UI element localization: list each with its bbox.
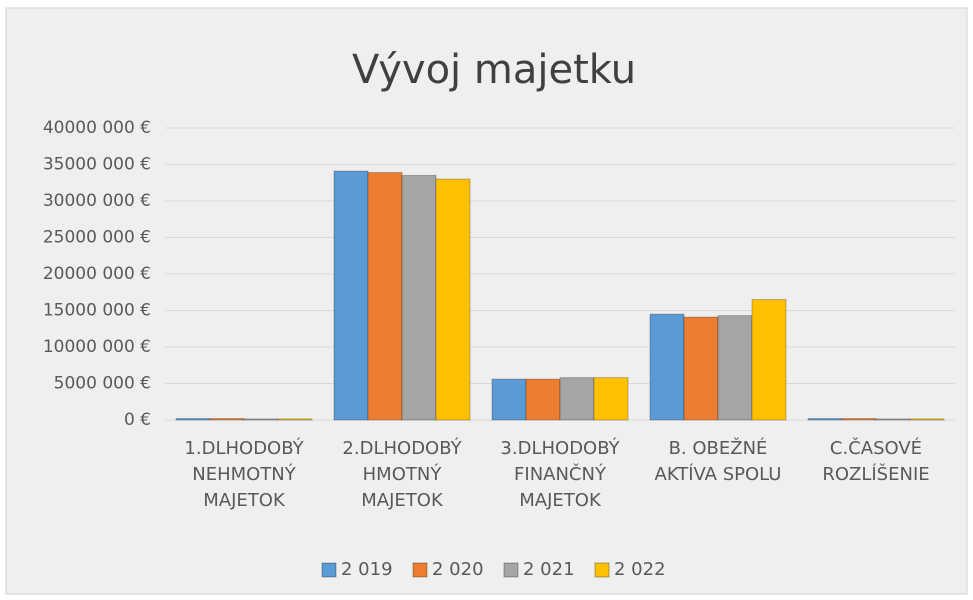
legend-label: 2 019 — [341, 559, 393, 580]
x-tick-label: B. OBEŽNÉ AKTÍVA SPOLU — [654, 438, 782, 485]
bar — [649, 313, 685, 421]
legend-label: 2 022 — [614, 559, 666, 580]
y-tick-label: 15000 000 € — [43, 301, 151, 321]
bar — [525, 378, 561, 421]
x-tick-label: 3.DLHODOBÝ FINANČNÝ MAJETOK — [500, 438, 620, 511]
bar — [717, 315, 753, 421]
bar — [751, 299, 787, 421]
y-tick-label: 30000 000 € — [43, 191, 151, 211]
bar — [277, 418, 313, 421]
x-tick-label: 2.DLHODOBÝ HMOTNÝ MAJETOK — [342, 438, 462, 511]
bar — [435, 178, 471, 421]
legend-label: 2 021 — [523, 559, 575, 580]
y-tick-label: 35000 000 € — [43, 155, 151, 175]
x-tick-label: C.ČASOVÉ ROZLÍŠENIE — [822, 438, 930, 485]
legend-swatch — [412, 562, 428, 578]
bar — [333, 170, 369, 421]
bar — [559, 377, 595, 421]
x-tick-label: 1.DLHODOBÝ NEHMOTNÝ MAJETOK — [184, 438, 304, 511]
bar — [209, 418, 245, 421]
y-tick-label: 10000 000 € — [43, 337, 151, 357]
bar — [683, 316, 719, 421]
legend-swatch — [321, 562, 337, 578]
legend-label: 2 020 — [432, 559, 484, 580]
chart-background — [5, 7, 968, 595]
legend-swatch — [594, 562, 610, 578]
y-tick-label: 25000 000 € — [43, 228, 151, 248]
bar — [807, 418, 843, 421]
y-tick-label: 40000 000 € — [43, 118, 151, 138]
bar — [909, 418, 945, 421]
bar — [401, 174, 437, 421]
legend-swatch — [503, 562, 519, 578]
y-tick-label: 5000 000 € — [54, 374, 151, 394]
chart-title: Vývoj majetku — [352, 47, 636, 93]
y-tick-label: 0 € — [124, 410, 151, 430]
y-tick-label: 20000 000 € — [43, 264, 151, 284]
bar — [875, 418, 911, 421]
bar — [175, 418, 211, 421]
bar — [491, 378, 527, 421]
bar — [367, 172, 403, 421]
bar — [593, 377, 629, 421]
bar — [841, 418, 877, 421]
bar — [243, 418, 279, 421]
